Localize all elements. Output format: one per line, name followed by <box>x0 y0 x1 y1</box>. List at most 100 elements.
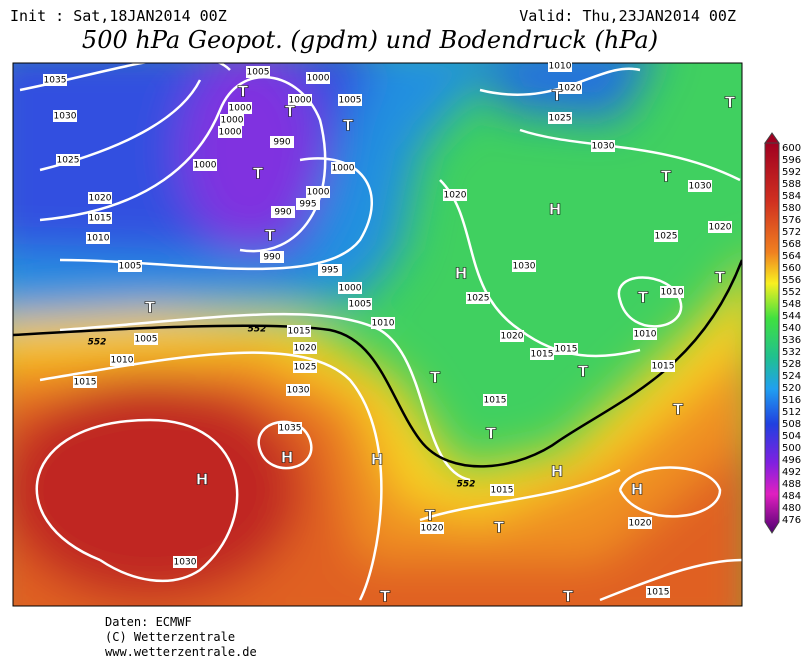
isobar-label-bg <box>110 354 134 366</box>
isobar-label-bg <box>278 422 302 434</box>
isobar-label: 1015 <box>484 396 507 406</box>
isobar-label: 1015 <box>89 214 112 224</box>
map-title: 500 hPa Geopot. (gpdm) und Bodendruck (h… <box>82 26 658 54</box>
pressure-center: H <box>371 451 384 469</box>
footer-url: www.wetterzentrale.de <box>105 645 257 659</box>
pressure-center: T <box>238 83 249 101</box>
isobar-label: 1015 <box>491 486 514 496</box>
pressure-center: T <box>563 588 574 606</box>
isobar-label: 1000 <box>221 116 244 126</box>
colorbar-label: 544 <box>782 311 801 322</box>
isobar-label-bg <box>193 159 217 171</box>
isobar-label: 1000 <box>307 74 330 84</box>
isobar-label: 1025 <box>655 232 678 242</box>
isobar-label: 1015 <box>288 327 311 337</box>
pressure-center: T <box>725 94 736 112</box>
isobar-label: 1020 <box>421 524 444 534</box>
colorbar-label: 580 <box>782 203 801 214</box>
valid-time: Valid: Thu,23JAN2014 00Z <box>519 7 736 25</box>
colorbar-label: 588 <box>782 179 801 190</box>
pressure-center: H <box>551 463 564 481</box>
isobar-label: 995 <box>321 266 338 276</box>
isobar-label: 1010 <box>111 356 134 366</box>
colorbar-label: 568 <box>782 239 801 250</box>
colorbar-label: 492 <box>782 467 801 478</box>
isobar-label-bg <box>134 333 158 345</box>
isobar-label-bg <box>483 394 507 406</box>
isobar-label-bg <box>246 66 270 78</box>
isobar-label-bg <box>287 325 311 337</box>
pressure-center: H <box>631 481 644 499</box>
pressure-center: T <box>285 103 296 121</box>
colorbar-label: 548 <box>782 299 801 310</box>
isobar-label-bg <box>443 189 467 201</box>
isobar-label: 1005 <box>349 300 372 310</box>
isobar-label-bg <box>554 343 578 355</box>
isobar-label-bg <box>296 198 320 210</box>
isobar-label-bg <box>490 484 514 496</box>
pressure-center: T <box>673 401 684 419</box>
isobar-label-bg <box>338 282 362 294</box>
isobar-label-bg <box>220 114 244 126</box>
isobar-label-bg <box>348 298 372 310</box>
colorbar-label: 480 <box>782 503 801 514</box>
colorbar-label: 540 <box>782 323 801 334</box>
isobar-label-bg <box>43 74 67 86</box>
colorbar-label: 552 <box>782 287 801 298</box>
isobar-label: 1015 <box>652 362 675 372</box>
isobar-label-bg <box>688 180 712 192</box>
isobar-label-bg <box>228 102 252 114</box>
isobar-label-bg <box>173 556 197 568</box>
isobar-label-bg <box>88 192 112 204</box>
isobar-label-bg <box>288 94 312 106</box>
isobar-label: 1000 <box>289 96 312 106</box>
isobar-label: 1020 <box>709 223 732 233</box>
pressure-center: T <box>343 117 354 135</box>
colorbar <box>764 142 780 534</box>
colorbar-label: 564 <box>782 251 801 262</box>
contour-label: 552 <box>457 480 476 490</box>
pressure-center: T <box>425 507 436 525</box>
colorbar-label: 496 <box>782 455 801 466</box>
pressure-center: T <box>145 299 156 317</box>
isobar-label: 1020 <box>629 519 652 529</box>
isobar-label-bg <box>558 82 582 94</box>
isobar-label-bg <box>86 232 110 244</box>
colorbar-cap <box>764 132 780 144</box>
isobar-label-bg <box>306 72 330 84</box>
colorbar-label: 484 <box>782 491 801 502</box>
map-field <box>13 63 742 606</box>
isobar-label: 1030 <box>54 112 77 122</box>
isobar-label-bg <box>646 586 670 598</box>
isobar-label: 1015 <box>74 378 97 388</box>
pressure-center: T <box>578 363 589 381</box>
isobar-label: 990 <box>274 208 291 218</box>
isobar-label: 1020 <box>559 84 582 94</box>
isobar-label-bg <box>420 522 444 534</box>
isobar-label: 1025 <box>57 156 80 166</box>
map-labels: 1035103010251020101510101005100510001000… <box>43 60 736 606</box>
pressure-center: H <box>196 471 209 489</box>
isobar-label: 1000 <box>332 164 355 174</box>
isobar-label-bg <box>466 292 490 304</box>
init-time: Init : Sat,18JAN2014 00Z <box>10 7 227 25</box>
colorbar-label: 520 <box>782 383 801 394</box>
isobar-label: 1000 <box>194 161 217 171</box>
isobar-label-bg <box>530 348 554 360</box>
isobar-label: 1025 <box>294 363 317 373</box>
isobar-label-bg <box>271 206 295 218</box>
pressure-center: T <box>661 168 672 186</box>
isobar-label-bg <box>260 251 284 263</box>
isobar-label: 990 <box>263 253 280 263</box>
isobar-label: 990 <box>273 138 290 148</box>
colorbar-label: 500 <box>782 443 801 454</box>
isobar-label: 1035 <box>279 424 302 434</box>
isobar-label: 1020 <box>444 191 467 201</box>
colorbar-label: 600 <box>782 143 801 154</box>
colorbar-label: 476 <box>782 515 801 526</box>
isobar-label-bg <box>371 317 395 329</box>
isobar-label: 1000 <box>229 104 252 114</box>
footer-copyright: (C) Wetterzentrale <box>105 630 235 644</box>
colorbar-label: 488 <box>782 479 801 490</box>
